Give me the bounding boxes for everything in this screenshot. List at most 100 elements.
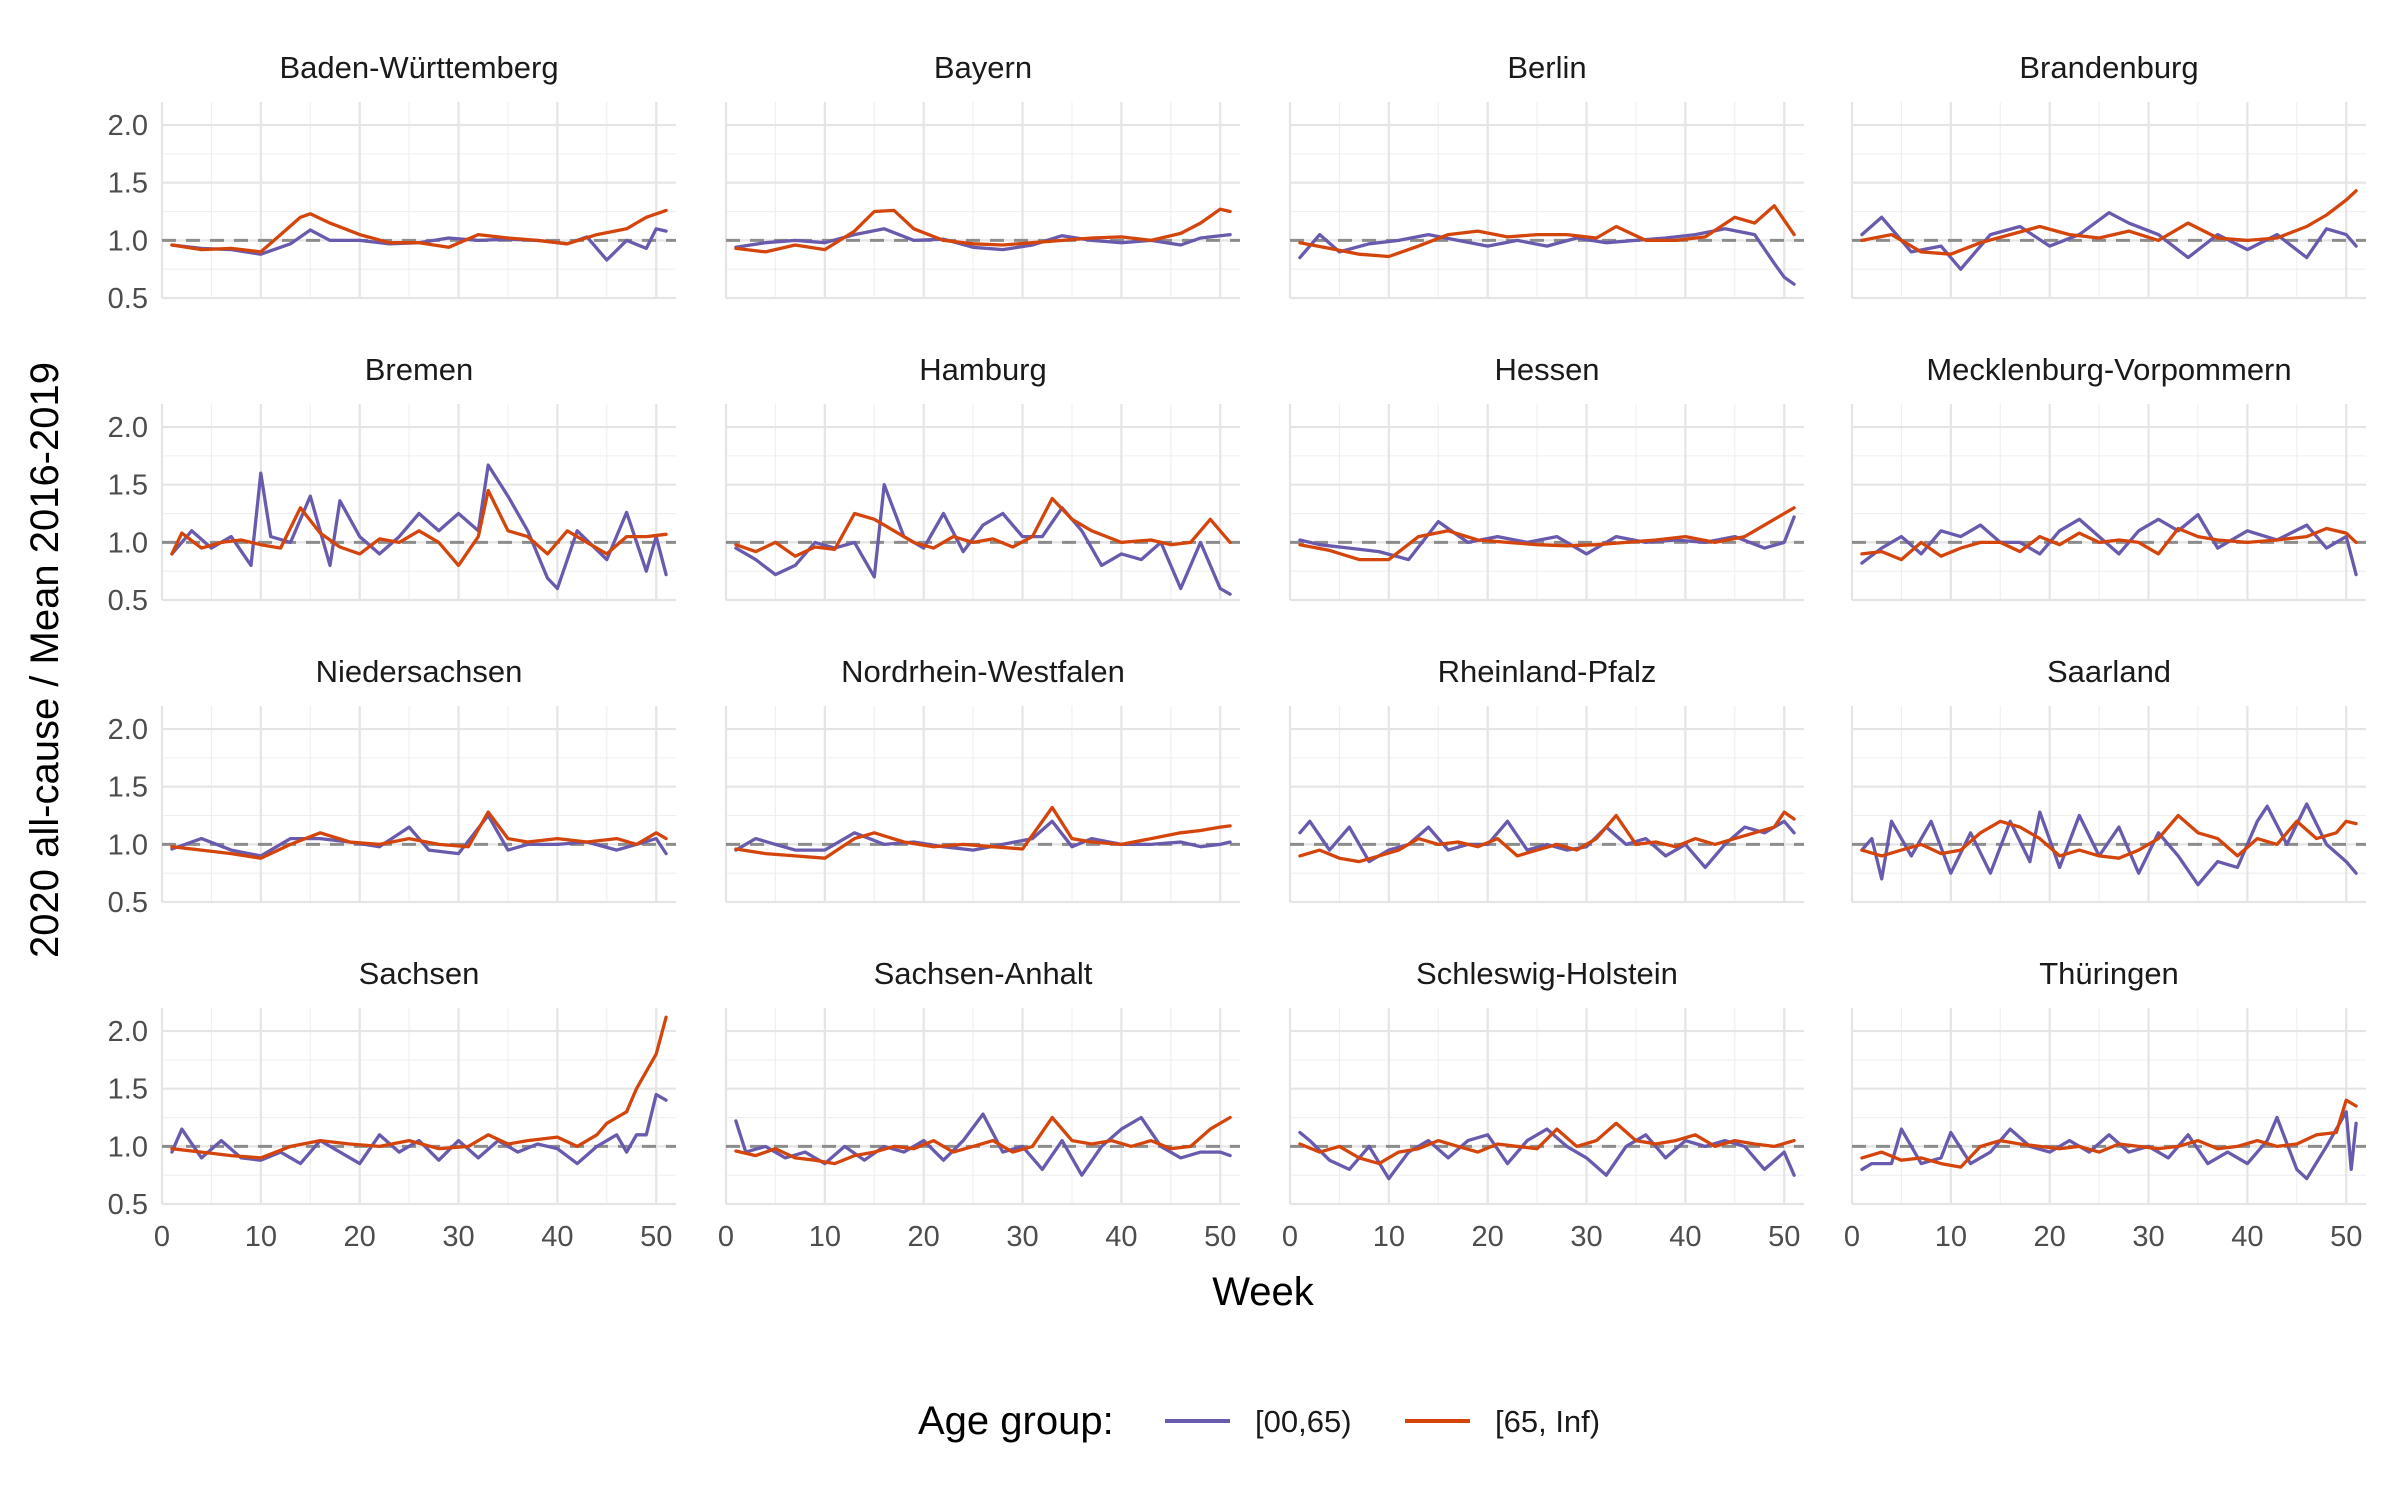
x-tick-label: 10 xyxy=(1373,1221,1405,1253)
legend-label-under65: [00,65) xyxy=(1255,1404,1352,1439)
series-line-under65 xyxy=(1298,515,1796,562)
series-line-over65 xyxy=(1860,189,2358,256)
panel-berlin: Berlin xyxy=(1288,50,1804,300)
panel-background xyxy=(1852,102,2366,298)
series-line-under65 xyxy=(734,483,1232,596)
x-tick-label: 30 xyxy=(442,1221,474,1253)
y-tick-label: 2.0 xyxy=(108,1016,148,1048)
x-tick-label: 10 xyxy=(809,1221,841,1253)
x-tick-label: 40 xyxy=(1669,1221,1701,1253)
panel-saarland: Saarland xyxy=(1850,654,2366,904)
x-axis-title: Week xyxy=(1212,1270,1315,1314)
legend-title: Age group: xyxy=(918,1399,1114,1443)
series-line-under65 xyxy=(734,819,1232,852)
panel-sachsen-anhalt: Sachsen-Anhalt 0 10 20 30 40 50 xyxy=(718,956,1240,1253)
series-line-over65 xyxy=(1298,1121,1796,1166)
panel-nordrhein-westfalen: Nordrhein-Westfalen xyxy=(724,654,1240,904)
panel-title: Hamburg xyxy=(919,352,1047,387)
series-line-over65 xyxy=(1860,526,2358,562)
y-tick-label: 1.5 xyxy=(108,772,148,804)
series-line-over65 xyxy=(1298,204,1796,259)
series-line-over65 xyxy=(734,805,1232,860)
y-tick-label: 1.0 xyxy=(108,1131,148,1163)
y-tick-label: 1.0 xyxy=(108,225,148,257)
series-line-over65 xyxy=(734,496,1232,558)
x-tick-label: 40 xyxy=(541,1221,573,1253)
y-tick-label: 1.5 xyxy=(108,470,148,502)
panel-background xyxy=(726,1008,1240,1204)
series-line-under65 xyxy=(1298,227,1796,286)
x-tick-label: 50 xyxy=(1768,1221,1800,1253)
panel-title: Schleswig-Holstein xyxy=(1416,956,1678,991)
panel-rheinland-pfalz: Rheinland-Pfalz xyxy=(1288,654,1804,904)
x-tick-label: 10 xyxy=(1935,1221,1967,1253)
panel-bayern: Bayern xyxy=(724,50,1240,300)
panel-background xyxy=(1290,1008,1804,1204)
x-tick-label: 40 xyxy=(1105,1221,1137,1253)
panel-title: Thüringen xyxy=(2039,956,2179,991)
series-line-over65 xyxy=(1860,1098,2358,1169)
x-tick-label: 0 xyxy=(1844,1221,1860,1253)
series-line-over65 xyxy=(1298,810,1796,864)
panel-title: Hessen xyxy=(1494,352,1599,387)
panel-background xyxy=(726,706,1240,902)
y-tick-label: 0.5 xyxy=(108,585,148,617)
series-line-over65 xyxy=(170,810,668,860)
panel-background xyxy=(1852,706,2366,902)
panel-background xyxy=(1290,102,1804,298)
series-line-under65 xyxy=(170,227,668,262)
series-line-under65 xyxy=(170,813,668,858)
y-tick-label: 2.0 xyxy=(108,110,148,142)
panel-title: Berlin xyxy=(1507,50,1586,85)
y-tick-label: 0.5 xyxy=(108,283,148,315)
panel-schleswig-holstein: Schleswig-Holstein 0 10 20 30 40 50 xyxy=(1282,956,1804,1253)
panel-mecklenburg-vorpommern: Mecklenburg-Vorpommern xyxy=(1850,352,2366,602)
series-line-under65 xyxy=(170,463,668,591)
series-line-under65 xyxy=(170,1092,668,1166)
panel-title: Mecklenburg-Vorpommern xyxy=(1926,352,2291,387)
x-tick-label: 30 xyxy=(1006,1221,1038,1253)
panel-background xyxy=(162,102,676,298)
x-tick-label: 50 xyxy=(2330,1221,2362,1253)
panel-background xyxy=(1852,1008,2366,1204)
x-tick-label: 20 xyxy=(344,1221,376,1253)
x-tick-label: 50 xyxy=(640,1221,672,1253)
panel-background xyxy=(726,404,1240,600)
y-tick-label: 1.5 xyxy=(108,1074,148,1106)
panel-title: Bayern xyxy=(934,50,1032,85)
facet-panels: Baden-Württemberg 0.5 1.0 1.5 2.0 Bayern Berli… xyxy=(108,50,2366,1253)
panel-title: Nordrhein-Westfalen xyxy=(841,654,1125,689)
x-tick-label: 20 xyxy=(908,1221,940,1253)
x-tick-label: 20 xyxy=(1472,1221,1504,1253)
panel-hamburg: Hamburg xyxy=(724,352,1240,602)
y-tick-label: 1.5 xyxy=(108,168,148,200)
series-line-under65 xyxy=(734,227,1232,252)
series-line-over65 xyxy=(1860,813,2358,860)
panel-title: Saarland xyxy=(2047,654,2171,689)
panel-background xyxy=(1290,706,1804,902)
series-line-under65 xyxy=(1298,1127,1796,1181)
panel-title: Niedersachsen xyxy=(316,654,523,689)
y-axis-title: 2020 all-cause / Mean 2016-2019 xyxy=(23,362,67,958)
panel-title: Brandenburg xyxy=(2019,50,2198,85)
y-tick-label: 1.0 xyxy=(108,829,148,861)
legend-label-over65: [65, Inf) xyxy=(1495,1404,1600,1439)
panel-niedersachsen: Niedersachsen 0.5 1.0 1.5 2.0 xyxy=(108,654,676,919)
panel-background xyxy=(1290,404,1804,600)
panel-th-ringen: Thüringen 0 10 20 30 40 50 xyxy=(1844,956,2366,1253)
series-line-over65 xyxy=(170,208,668,254)
x-tick-label: 0 xyxy=(154,1221,170,1253)
panel-title: Sachsen-Anhalt xyxy=(874,956,1093,991)
series-line-under65 xyxy=(734,1112,1232,1177)
series-line-over65 xyxy=(1298,506,1796,562)
y-tick-label: 2.0 xyxy=(108,412,148,444)
panel-background xyxy=(162,404,676,600)
y-tick-label: 2.0 xyxy=(108,714,148,746)
x-tick-label: 50 xyxy=(1204,1221,1236,1253)
y-tick-label: 0.5 xyxy=(108,887,148,919)
panel-title: Rheinland-Pfalz xyxy=(1438,654,1657,689)
panel-background xyxy=(162,706,676,902)
panel-title: Baden-Württemberg xyxy=(279,50,558,85)
panel-baden-w-rttemberg: Baden-Württemberg 0.5 1.0 1.5 2.0 xyxy=(108,50,676,315)
